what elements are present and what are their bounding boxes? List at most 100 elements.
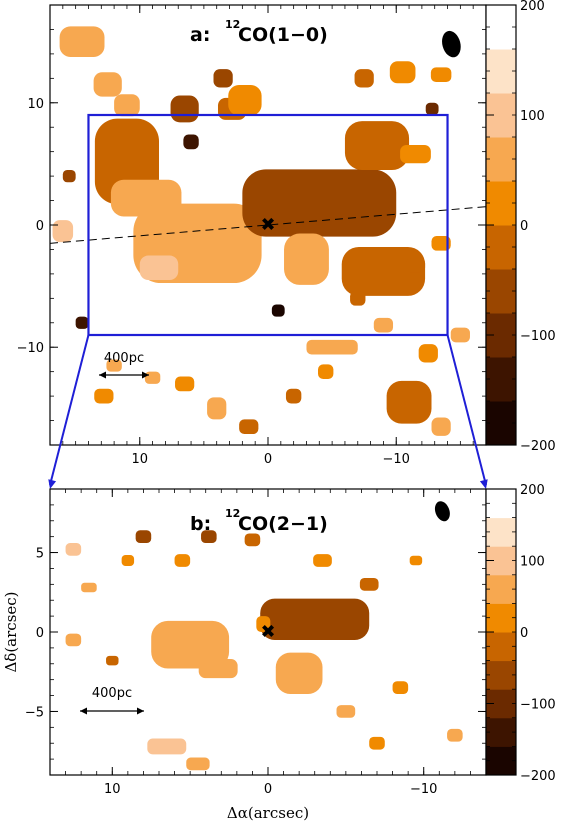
colorbar-segment xyxy=(486,269,516,314)
emission-patch xyxy=(242,169,397,237)
emission-patch xyxy=(256,616,271,632)
panel-a-center-marker: ✖ xyxy=(260,215,275,236)
emission-patch xyxy=(147,738,187,755)
emission-patch xyxy=(106,655,119,666)
emission-patch xyxy=(135,530,152,544)
colorbar-segment xyxy=(486,660,516,690)
emission-patch xyxy=(359,577,379,591)
emission-patch xyxy=(244,533,261,547)
emission-patch xyxy=(65,633,82,647)
emission-patch xyxy=(106,359,122,372)
emission-patch xyxy=(275,652,323,694)
panel-b-y-axis-title: Δδ(arcsec) xyxy=(2,591,20,672)
emission-patch xyxy=(121,554,135,567)
emission-patch xyxy=(151,620,230,669)
emission-patch xyxy=(201,530,217,544)
emission-patch xyxy=(239,419,259,434)
emission-patch xyxy=(144,371,161,384)
colorbar-tick-label: 200 xyxy=(520,483,545,498)
panel-a-line-name: CO(1−0) xyxy=(238,24,328,46)
panel-b-scale-label: 400pc xyxy=(92,686,132,701)
colorbar-segment xyxy=(486,49,516,94)
emission-patch xyxy=(354,69,374,88)
emission-patch xyxy=(75,316,89,329)
x-tick-label: −10 xyxy=(383,452,410,467)
colorbar-segment xyxy=(486,746,516,776)
panel-a-label: a: xyxy=(190,24,210,46)
y-tick-label: −5 xyxy=(25,705,44,720)
panel-b-scale-bar: 400pc xyxy=(80,686,144,715)
emission-patch xyxy=(170,95,199,123)
panel-b-beam-ellipse xyxy=(434,501,450,522)
panel-a-major-axis-line xyxy=(49,206,487,244)
panel-b-scale-arrowheads xyxy=(80,707,144,715)
emission-patch xyxy=(386,380,432,424)
y-tick-label: 10 xyxy=(27,97,44,112)
emission-patch xyxy=(350,291,366,306)
panel-a-colorbar: 200 100 0 −100 −200 xyxy=(485,0,556,454)
emission-patch xyxy=(65,543,82,556)
emission-patch xyxy=(62,170,76,183)
panel-b-colorbar: 200 100 0 −100 −200 xyxy=(485,483,556,784)
zoom-connector-left-arrowhead xyxy=(48,479,57,489)
emission-patch xyxy=(271,304,285,317)
colorbar-tick-label: 100 xyxy=(520,109,545,124)
emission-patch xyxy=(344,121,410,170)
emission-patch xyxy=(450,327,470,343)
emission-patch xyxy=(81,582,97,593)
colorbar-segment xyxy=(486,5,516,50)
emission-patch xyxy=(400,144,431,164)
zoom-connector-right-arrowhead xyxy=(479,479,488,489)
emission-patch xyxy=(369,736,385,750)
emission-patch xyxy=(431,236,451,251)
colorbar-segment xyxy=(486,717,516,747)
emission-patch xyxy=(318,364,334,379)
zoom-connector-right xyxy=(446,334,487,486)
emission-patch xyxy=(425,102,439,115)
panel-a-title: a: 12 CO(1−0) xyxy=(190,18,328,46)
emission-patch xyxy=(447,728,463,742)
panel-a-isotope: 12 xyxy=(225,18,240,31)
colorbar-segment xyxy=(486,401,516,446)
colorbar-segment xyxy=(486,632,516,662)
colorbar-segment xyxy=(486,137,516,182)
x-tick-label: −10 xyxy=(410,782,437,797)
emission-patch xyxy=(336,705,356,718)
emission-patch xyxy=(228,85,262,116)
panel-b-title: b: 12 CO(2−1) xyxy=(190,507,328,535)
colorbar-segment xyxy=(486,574,516,604)
x-tick-label: 0 xyxy=(264,452,272,467)
colorbar-tick-label: −100 xyxy=(520,698,556,713)
emission-patch xyxy=(418,344,438,363)
emission-patch xyxy=(93,72,122,97)
colorbar-tick-label: 0 xyxy=(520,626,528,641)
x-tick-label: 10 xyxy=(104,782,121,797)
emission-patch xyxy=(409,555,423,566)
panel-a-zoom-box xyxy=(87,113,449,337)
emission-patch xyxy=(186,757,210,771)
emission-patch xyxy=(174,554,191,567)
panel-a-beam-ellipse xyxy=(442,30,461,58)
emission-patch xyxy=(139,255,179,280)
emission-patch xyxy=(207,397,227,420)
x-tick-label: 0 xyxy=(264,782,272,797)
emission-patch xyxy=(284,233,329,285)
emission-patch xyxy=(198,659,238,679)
y-tick-label: 0 xyxy=(36,219,44,234)
colorbar-tick-label: 200 xyxy=(520,0,545,14)
colorbar-segment xyxy=(486,181,516,226)
panel-a-scale-label: 400pc xyxy=(104,351,144,366)
emission-patch xyxy=(431,417,451,436)
emission-patch xyxy=(52,220,74,243)
panel-b-isotope: 12 xyxy=(225,507,240,520)
colorbar-tick-label: −200 xyxy=(520,439,556,454)
emission-patch xyxy=(373,317,394,333)
colorbar-tick-label: −200 xyxy=(520,769,556,784)
emission-patch xyxy=(94,388,114,404)
emission-patch xyxy=(213,69,233,88)
emission-patch xyxy=(313,554,332,567)
colorbar-tick-label: 100 xyxy=(520,555,545,570)
colorbar-segment xyxy=(486,489,516,519)
